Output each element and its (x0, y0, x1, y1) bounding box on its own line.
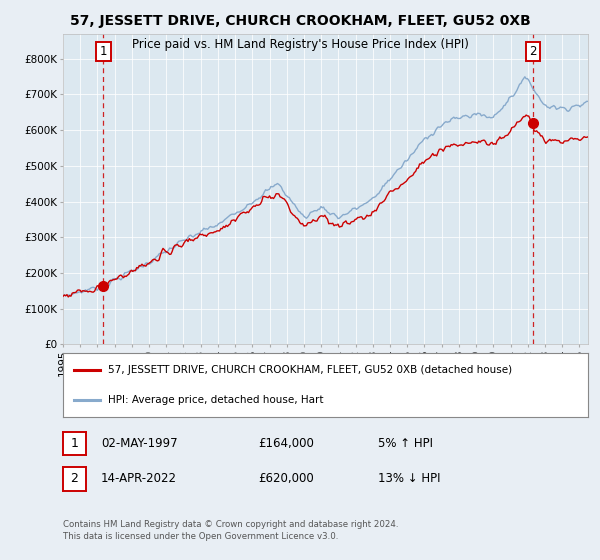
Text: 1: 1 (70, 437, 79, 450)
Text: Price paid vs. HM Land Registry's House Price Index (HPI): Price paid vs. HM Land Registry's House … (131, 38, 469, 50)
Text: 5% ↑ HPI: 5% ↑ HPI (378, 437, 433, 450)
Text: Contains HM Land Registry data © Crown copyright and database right 2024.
This d: Contains HM Land Registry data © Crown c… (63, 520, 398, 541)
Text: 02-MAY-1997: 02-MAY-1997 (101, 437, 178, 450)
Text: 57, JESSETT DRIVE, CHURCH CROOKHAM, FLEET, GU52 0XB: 57, JESSETT DRIVE, CHURCH CROOKHAM, FLEE… (70, 14, 530, 28)
Text: 13% ↓ HPI: 13% ↓ HPI (378, 472, 440, 486)
Text: 2: 2 (70, 472, 79, 486)
Text: 57, JESSETT DRIVE, CHURCH CROOKHAM, FLEET, GU52 0XB (detached house): 57, JESSETT DRIVE, CHURCH CROOKHAM, FLEE… (107, 365, 512, 375)
Text: £164,000: £164,000 (258, 437, 314, 450)
Text: £620,000: £620,000 (258, 472, 314, 486)
Text: 14-APR-2022: 14-APR-2022 (101, 472, 177, 486)
Text: 2: 2 (529, 45, 536, 58)
Text: 1: 1 (100, 45, 107, 58)
Text: HPI: Average price, detached house, Hart: HPI: Average price, detached house, Hart (107, 395, 323, 405)
